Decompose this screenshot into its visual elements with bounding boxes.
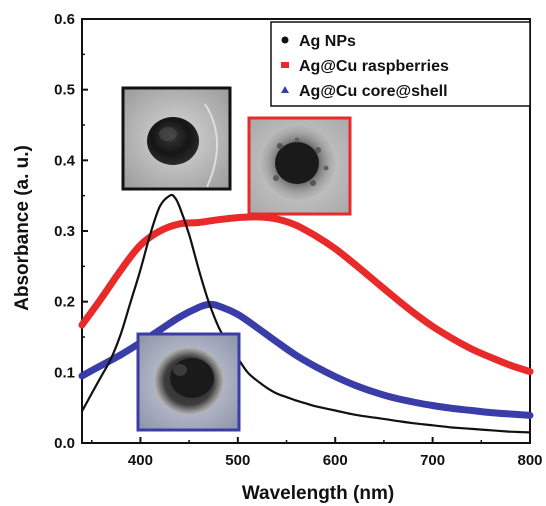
- x-axis-title: Wavelength (nm): [242, 483, 394, 504]
- x-tick-label: 600: [323, 452, 348, 469]
- legend-label: Ag@Cu raspberries: [299, 58, 449, 75]
- legend-marker-circle: [281, 36, 289, 44]
- y-tick-label: 0.3: [54, 223, 75, 240]
- legend: Ag NPs Ag@Cu raspberries Ag@Cu core@shel…: [270, 21, 531, 107]
- series-layer: [78, 193, 534, 434]
- x-tick-label: 800: [517, 452, 542, 469]
- series-line-ag-cu-raspberries: [78, 213, 534, 376]
- legend-marker-square: [281, 62, 289, 68]
- tem-inset-ag-cu-raspberries: [247, 116, 352, 216]
- y-tick-label: 0.2: [54, 294, 75, 311]
- x-tick-label: 700: [420, 452, 445, 469]
- y-axis-title: Absorbance (a. u.): [12, 145, 33, 311]
- y-tick-label: 0.6: [54, 11, 75, 28]
- tem-inset-ag-cu-core-shell: [136, 332, 241, 432]
- y-tick-label: 0.4: [54, 152, 76, 169]
- x-tick-label: 500: [225, 452, 250, 469]
- legend-label: Ag@Cu core@shell: [299, 83, 448, 100]
- y-tick-label: 0.1: [54, 364, 75, 381]
- legend-item-ag-cu-core-shell: Ag@Cu core@shell: [281, 83, 448, 100]
- tem-inset-ag-nps: [121, 86, 232, 191]
- legend-item-ag-nps: Ag NPs: [281, 33, 356, 50]
- legend-item-ag-cu-raspberries: Ag@Cu raspberries: [281, 58, 449, 75]
- legend-marker-triangle: [281, 86, 289, 93]
- y-tick-label: 0.0: [54, 435, 75, 452]
- x-tick-label: 400: [128, 452, 153, 469]
- y-tick-label: 0.5: [54, 82, 75, 99]
- legend-label: Ag NPs: [299, 33, 356, 50]
